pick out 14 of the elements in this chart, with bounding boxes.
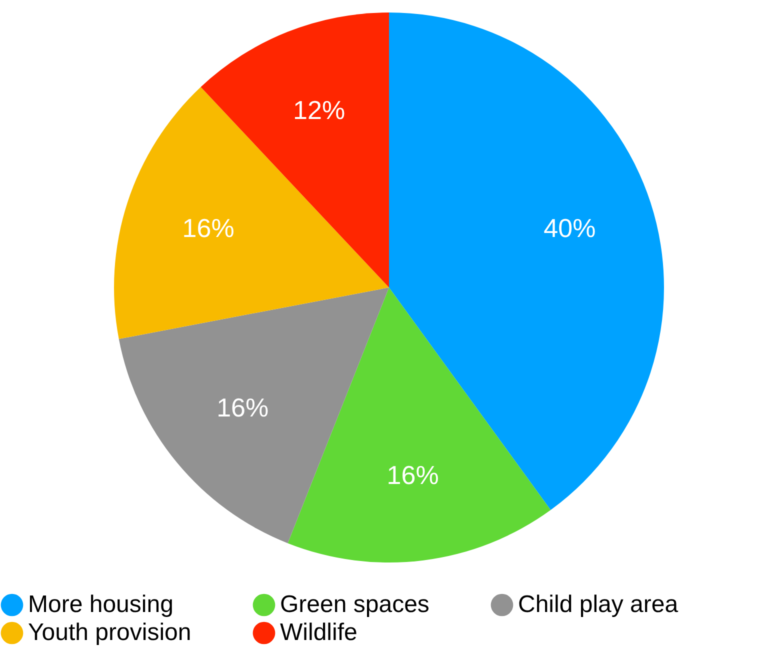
data-label: 12% [293, 94, 346, 125]
data-label: 16% [182, 212, 234, 243]
data-label: 16% [386, 460, 439, 490]
pie-slice [288, 288, 551, 562]
pie-slice [389, 12, 664, 510]
pie-slice [118, 288, 389, 544]
data-label: 16% [216, 392, 269, 423]
pie-slice [114, 87, 389, 340]
legend-label: Wildlife [280, 619, 358, 646]
data-label: 40% [544, 212, 596, 243]
legend-label: More housing [28, 591, 174, 618]
legend-label: Youth provision [28, 619, 192, 646]
legend-label: Child play area [518, 591, 679, 618]
legend-label: Green spaces [280, 591, 430, 618]
